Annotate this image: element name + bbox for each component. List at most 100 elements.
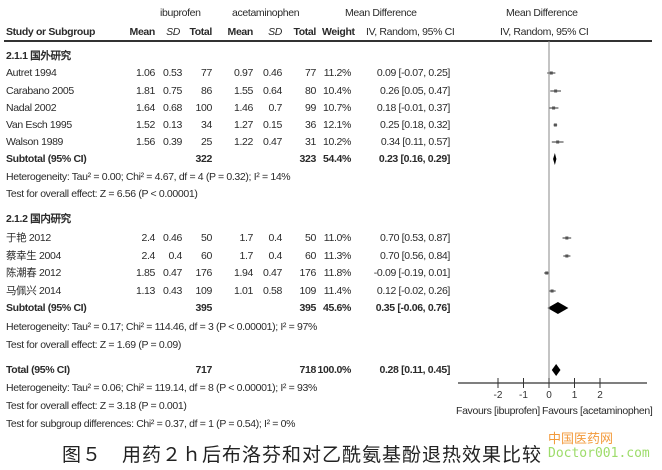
total1-cell: 109 — [195, 285, 213, 297]
weight-cell: 54.4% — [322, 153, 351, 165]
point-estimate — [552, 106, 556, 110]
x-tick-label: 2 — [597, 390, 603, 401]
total1-cell: 60 — [201, 250, 212, 262]
ci-cell: 0.26 [0.05, 0.47] — [380, 85, 450, 97]
sd2-cell: 0.64 — [262, 85, 282, 97]
point-estimate — [553, 123, 557, 127]
total2-cell: 395 — [299, 302, 317, 314]
x-tick-label: 1 — [572, 390, 578, 401]
ci-cell: 0.18 [-0.01, 0.37] — [376, 102, 450, 114]
header-study: Study or Subgroup — [6, 26, 96, 38]
study-name: 陈潮春 2012 — [6, 267, 61, 279]
header-method: IV, Random, 95% CI — [366, 26, 455, 38]
favours-left-label: Favours [ibuprofen] — [456, 405, 540, 417]
mean1-cell: 1.52 — [135, 119, 155, 131]
summary-diamond — [551, 364, 561, 376]
sd1-cell: 0.53 — [162, 67, 182, 79]
mean1-cell: 1.85 — [135, 267, 155, 279]
weight-cell: 10.7% — [322, 102, 351, 114]
total1-cell: 395 — [195, 302, 213, 314]
study-name: Carabano 2005 — [6, 85, 74, 97]
overall-effect-text: Test for overall effect: Z = 1.69 (P = 0… — [6, 339, 182, 351]
ci-cell: 0.09 [-0.07, 0.25] — [376, 67, 450, 79]
header-method-plot: IV, Random, 95% CI — [500, 26, 589, 38]
sd1-cell: 0.68 — [162, 102, 182, 114]
x-tick-label: -2 — [494, 390, 503, 401]
point-estimate — [565, 236, 569, 240]
mean1-cell: 1.06 — [135, 67, 155, 79]
ci-cell: -0.09 [-0.19, 0.01] — [373, 267, 451, 279]
ci-cell: 0.34 [0.11, 0.57] — [380, 136, 451, 148]
study-name: Walson 1989 — [6, 136, 64, 148]
mean2-cell: 0.97 — [233, 67, 253, 79]
ci-cell: 0.25 [0.18, 0.32] — [380, 119, 450, 131]
ci-cell: 0.70 [0.53, 0.87] — [380, 232, 450, 244]
weight-cell: 11.2% — [323, 67, 352, 79]
sd2-cell: 0.47 — [262, 267, 282, 279]
sd2-cell: 0.15 — [262, 119, 282, 131]
study-name: 马佩兴 2014 — [6, 285, 61, 297]
total-heterogeneity-text: Heterogeneity: Tau² = 0.06; Chi² = 119.1… — [6, 382, 317, 394]
heterogeneity-text: Heterogeneity: Tau² = 0.00; Chi² = 4.67,… — [6, 171, 291, 183]
total1-cell: 100 — [195, 102, 213, 114]
sd2-cell: 0.47 — [262, 136, 282, 148]
total2-cell: 109 — [299, 285, 317, 297]
weight-cell: 11.4% — [323, 285, 352, 297]
total1-cell: 77 — [201, 67, 212, 79]
weight-cell: 12.1% — [322, 119, 351, 131]
sd1-cell: 0.13 — [162, 119, 182, 131]
favours-right-label: Favours [acetaminophen] — [542, 405, 653, 417]
weight-cell: 45.6% — [322, 302, 351, 314]
total2-cell: 323 — [299, 153, 317, 165]
header-mean2: Mean — [227, 26, 254, 38]
header-total2: Total — [293, 26, 316, 38]
watermark-line1: 中国医药网 — [548, 432, 614, 447]
total2-cell: 50 — [305, 232, 316, 244]
total2-cell: 176 — [299, 267, 317, 279]
mean1-cell: 1.81 — [135, 85, 155, 97]
subgroup-title: 2.1.2 国内研究 — [6, 213, 71, 225]
subgroup-differences-text: Test for subgroup differences: Chi² = 0.… — [6, 418, 296, 430]
watermark-line2: Doctor001.com — [548, 446, 650, 461]
study-name: 蔡幸生 2004 — [6, 250, 61, 262]
header-mean1: Mean — [129, 26, 156, 38]
total2-cell: 31 — [305, 136, 316, 148]
mean1-cell: 1.64 — [135, 102, 155, 114]
figure-caption: 图５ 用药２ｈ后布洛芬和对乙酰氨基酚退热效果比较 — [62, 444, 543, 466]
overall-effect-text: Test for overall effect: Z = 6.56 (P < 0… — [6, 188, 198, 200]
heterogeneity-text: Heterogeneity: Tau² = 0.17; Chi² = 114.4… — [6, 321, 317, 333]
point-estimate — [550, 289, 554, 293]
sd1-cell: 0.43 — [162, 285, 182, 297]
header-group-ibuprofen: ibuprofen — [160, 7, 201, 19]
ci-cell: 0.35 [-0.06, 0.76] — [375, 302, 451, 314]
point-estimate — [565, 254, 569, 258]
total-label: Total (95% CI) — [6, 364, 70, 376]
sd1-cell: 0.39 — [162, 136, 182, 148]
mean2-cell: 1.46 — [233, 102, 253, 114]
weight-cell: 11.8% — [323, 267, 352, 279]
mean1-cell: 1.56 — [135, 136, 155, 148]
weight-cell: 11.0% — [323, 232, 352, 244]
study-name: Autret 1994 — [6, 67, 57, 79]
weight-cell: 10.4% — [322, 85, 351, 97]
mean2-cell: 1.01 — [233, 285, 253, 297]
mean1-cell: 1.13 — [135, 285, 155, 297]
total1-cell: 176 — [195, 267, 213, 279]
mean1-cell: 2.4 — [141, 232, 155, 244]
study-name: Van Esch 1995 — [6, 119, 72, 131]
header-sd2: SD — [268, 26, 282, 38]
sd2-cell: 0.58 — [262, 285, 282, 297]
total2-cell: 77 — [305, 67, 316, 79]
weight-cell: 100.0% — [317, 364, 351, 376]
summary-diamond — [547, 302, 569, 314]
sd1-cell: 0.47 — [162, 267, 182, 279]
header-rule-full — [4, 40, 652, 42]
ci-cell: 0.28 [0.11, 0.45] — [379, 364, 450, 376]
study-name: Nadal 2002 — [6, 102, 57, 114]
sd2-cell: 0.4 — [268, 250, 282, 262]
x-tick-label: -1 — [519, 390, 528, 401]
total2-cell: 60 — [305, 250, 316, 262]
total-overall-effect-text: Test for overall effect: Z = 3.18 (P = 0… — [6, 400, 187, 412]
mean1-cell: 2.4 — [141, 250, 155, 262]
